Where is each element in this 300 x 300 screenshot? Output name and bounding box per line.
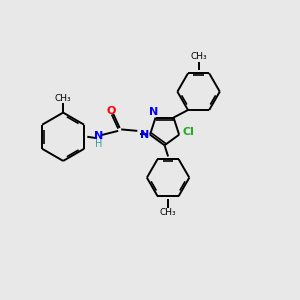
Text: Cl: Cl xyxy=(183,127,194,137)
Text: N: N xyxy=(94,131,104,141)
Text: H: H xyxy=(95,139,103,149)
Text: CH₃: CH₃ xyxy=(160,208,176,217)
Text: N: N xyxy=(149,107,159,117)
Text: N: N xyxy=(140,130,149,140)
Text: O: O xyxy=(106,106,116,116)
Text: CH₃: CH₃ xyxy=(190,52,207,61)
Text: CH₃: CH₃ xyxy=(55,94,71,103)
